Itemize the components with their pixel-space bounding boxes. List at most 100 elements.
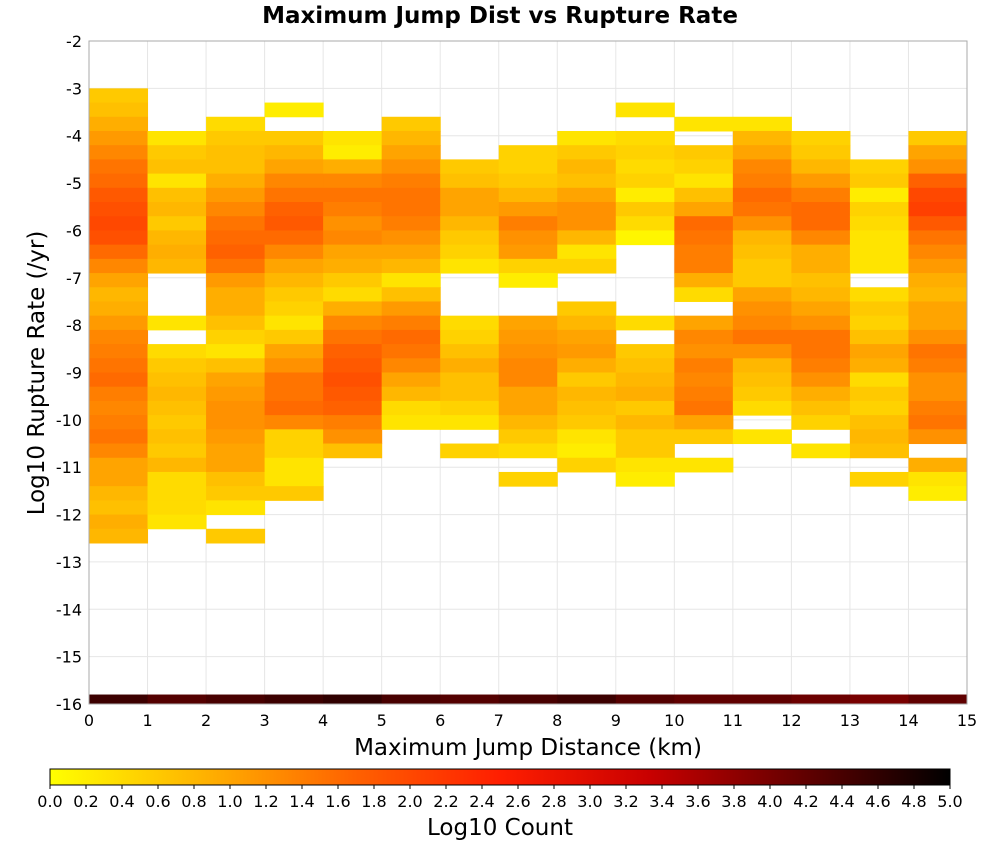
heatmap-cell — [791, 216, 851, 231]
heatmap-cell — [791, 358, 851, 373]
heatmap-cell — [849, 187, 909, 203]
heatmap-cell — [89, 315, 149, 331]
heatmap-cell — [674, 386, 734, 402]
heatmap-cell — [264, 301, 324, 317]
heatmap-cell — [908, 301, 968, 317]
heatmap-cell — [674, 457, 734, 473]
heatmap-cell — [206, 130, 266, 146]
heatmap-cell — [849, 159, 909, 175]
heatmap-cell — [791, 159, 851, 175]
y-tick-label: -7 — [66, 269, 82, 288]
heatmap-cell — [615, 471, 675, 487]
heatmap-cell — [89, 230, 149, 246]
heatmap-cell — [89, 202, 149, 217]
heatmap-cell — [89, 145, 149, 160]
heatmap-cell — [908, 358, 968, 373]
colorbar-tick-label: 4.2 — [793, 792, 818, 811]
heatmap-cell — [89, 102, 149, 118]
heatmap-cell — [440, 159, 500, 175]
heatmap-cell — [732, 145, 792, 160]
heatmap-cell — [908, 486, 968, 501]
colorbar-tick-label: 4.4 — [829, 792, 854, 811]
heatmap-cell — [147, 694, 207, 704]
colorbar-tick-label: 0.4 — [109, 792, 134, 811]
heatmap-cell — [89, 301, 149, 317]
heatmap-cell — [147, 514, 207, 530]
heatmap-cell — [674, 216, 734, 231]
heatmap-cell — [557, 145, 617, 160]
heatmap-cell — [264, 386, 324, 402]
heatmap-cell — [732, 273, 792, 288]
heatmap-cell — [674, 287, 734, 302]
heatmap-cell — [264, 202, 324, 217]
heatmap-cell — [440, 372, 500, 388]
heatmap-cell — [498, 187, 558, 203]
heatmap-cell — [674, 358, 734, 373]
heatmap-cell — [732, 202, 792, 217]
heatmap-cell — [147, 315, 207, 331]
heatmap-cell — [323, 202, 383, 217]
heatmap-cell — [908, 258, 968, 274]
heatmap-cell — [206, 329, 266, 345]
colorbar-tick-label: 1.6 — [325, 792, 350, 811]
heatmap-cell — [381, 273, 441, 288]
heatmap-cell — [381, 216, 441, 231]
heatmap-cell — [674, 173, 734, 189]
heatmap-cell — [732, 301, 792, 317]
heatmap-cell — [206, 457, 266, 473]
heatmap-cell — [264, 329, 324, 345]
x-tick-label: 3 — [260, 711, 270, 730]
heatmap-cell — [89, 429, 149, 445]
heatmap-cell — [323, 173, 383, 189]
heatmap-cell — [147, 457, 207, 473]
heatmap-cell — [381, 159, 441, 175]
heatmap-cell — [206, 244, 266, 260]
heatmap-cell — [849, 244, 909, 260]
heatmap-cell — [791, 329, 851, 345]
colorbar-tick-label: 0.2 — [73, 792, 98, 811]
heatmap-cell — [908, 329, 968, 345]
heatmap-cell — [849, 216, 909, 231]
heatmap-cell — [206, 344, 266, 359]
heatmap-cell — [557, 443, 617, 459]
heatmap-cell — [147, 230, 207, 246]
colorbar-tick-label: 3.8 — [721, 792, 746, 811]
heatmap-cell — [147, 415, 207, 430]
heatmap-cell — [89, 358, 149, 373]
heatmap-cell — [381, 372, 441, 388]
heatmap-cell — [323, 329, 383, 345]
heatmap-cell — [381, 130, 441, 146]
heatmap-cell — [557, 159, 617, 175]
heatmap-cell — [147, 216, 207, 231]
heatmap-cell — [849, 315, 909, 331]
heatmap-cell — [89, 415, 149, 430]
heatmap-cell — [323, 301, 383, 317]
heatmap-cell — [615, 694, 675, 704]
heatmap-cell — [89, 159, 149, 175]
heatmap-cell — [206, 230, 266, 246]
heatmap-cell — [908, 130, 968, 146]
heatmap-cell — [264, 486, 324, 501]
heatmap-cell — [849, 694, 909, 704]
heatmap-cell — [147, 443, 207, 459]
heatmap-cell — [732, 315, 792, 331]
heatmap-cell — [791, 315, 851, 331]
x-tick-label: 8 — [552, 711, 562, 730]
heatmap-cell — [323, 273, 383, 288]
heatmap-cell — [89, 273, 149, 288]
heatmap-cell — [264, 216, 324, 231]
heatmap-cell — [323, 400, 383, 416]
x-tick-label: 13 — [840, 711, 860, 730]
x-tick-label: 11 — [723, 711, 743, 730]
heatmap-cell — [264, 372, 324, 388]
heatmap-cell — [908, 187, 968, 203]
heatmap-cell — [732, 372, 792, 388]
heatmap-cell — [557, 694, 617, 704]
heatmap-cell — [674, 244, 734, 260]
heatmap-cell — [557, 258, 617, 274]
heatmap-cell — [89, 88, 149, 104]
heatmap-cell — [674, 145, 734, 160]
heatmap-cell — [674, 202, 734, 217]
colorbar-gradient — [49, 768, 951, 786]
heatmap-cell — [264, 173, 324, 189]
